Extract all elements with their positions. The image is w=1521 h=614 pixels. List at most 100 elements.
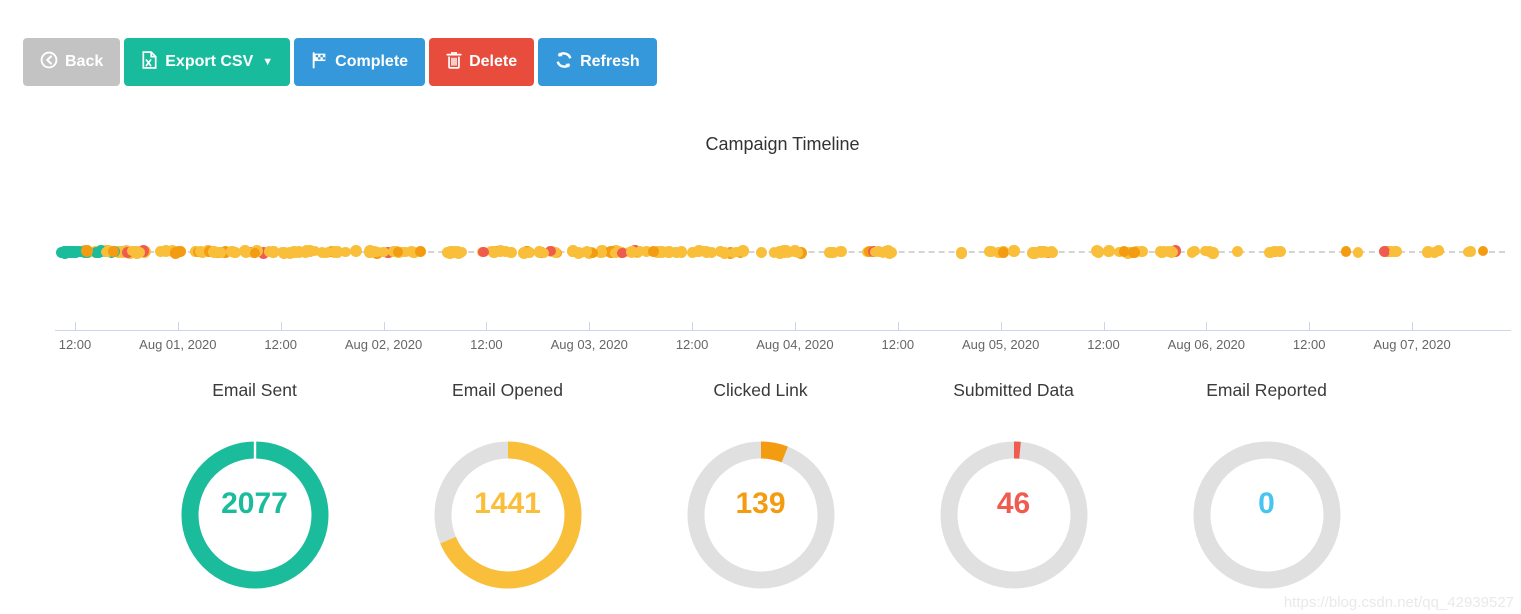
timeline-event-dot[interactable] (169, 246, 182, 259)
timeline-event-dot[interactable] (304, 245, 316, 257)
timeline-event-dot[interactable] (377, 246, 389, 258)
timeline-event-dot[interactable] (478, 246, 489, 258)
timeline-event-dot[interactable] (626, 246, 638, 258)
timeline-event-dot[interactable] (1008, 245, 1020, 257)
timeline-event-dot[interactable] (208, 246, 221, 258)
timeline-event-dot[interactable] (997, 246, 1010, 259)
timeline-event-dot[interactable] (1162, 246, 1174, 257)
timeline-event-dot[interactable] (566, 245, 579, 257)
timeline-event-dot[interactable] (1136, 245, 1148, 258)
timeline-event-dot[interactable] (1028, 247, 1041, 259)
timeline-event-dot[interactable] (985, 245, 997, 258)
timeline-event-dot[interactable] (635, 246, 646, 257)
timeline-event-dot[interactable] (239, 245, 251, 257)
timeline-event-dot[interactable] (573, 247, 585, 259)
timeline-event-dot[interactable] (1340, 246, 1351, 257)
timeline-event-dot[interactable] (368, 246, 380, 258)
timeline-event-dot[interactable] (505, 246, 517, 258)
timeline-event-dot[interactable] (263, 246, 275, 258)
timeline-event-dot[interactable] (100, 246, 112, 258)
timeline-event-dot[interactable] (695, 245, 706, 257)
timeline-event-dot[interactable] (323, 247, 334, 258)
timeline-event-dot[interactable] (825, 247, 837, 259)
timeline-event-dot[interactable] (1092, 246, 1103, 257)
timeline-event-dot[interactable] (1038, 246, 1050, 257)
donut-chart[interactable]: 46 (934, 435, 1094, 595)
donut-chart[interactable]: 2077 (175, 435, 335, 595)
delete-button[interactable]: Delete (429, 38, 535, 86)
timeline-event-dot[interactable] (215, 247, 226, 259)
timeline-event-dot[interactable] (617, 247, 628, 259)
timeline-event-dot[interactable] (872, 245, 885, 257)
export-csv-button[interactable]: Export CSV ▼ (124, 38, 291, 86)
timeline-event-dot[interactable] (737, 245, 749, 257)
timeline-event-dot[interactable] (494, 245, 506, 257)
timeline-event-dot[interactable] (67, 245, 80, 257)
timeline-event-dot[interactable] (786, 247, 797, 258)
timeline-event-dot[interactable] (107, 246, 119, 258)
timeline-event-dot[interactable] (647, 246, 659, 258)
timeline-event-dot[interactable] (56, 246, 68, 258)
timeline-event-dot[interactable] (443, 246, 456, 259)
timeline-event-dot[interactable] (1274, 245, 1286, 257)
timeline-event-dot[interactable] (781, 246, 792, 257)
timeline-event-dot[interactable] (1352, 247, 1364, 258)
timeline-event-dot[interactable] (523, 246, 535, 258)
timeline-event-dot[interactable] (1203, 246, 1215, 258)
donut-chart[interactable]: 1441 (428, 435, 588, 595)
timeline-event-dot[interactable] (1128, 247, 1140, 259)
timeline-event-dot[interactable] (74, 245, 86, 257)
timeline-event-dot[interactable] (277, 246, 288, 258)
timeline-event-dot[interactable] (883, 247, 896, 259)
timeline-event-dot[interactable] (706, 246, 717, 258)
timeline-event-dot[interactable] (250, 247, 261, 258)
refresh-button[interactable]: Refresh (538, 38, 657, 86)
timeline-event-dot[interactable] (195, 246, 206, 257)
timeline-event-dot[interactable] (1378, 245, 1391, 258)
timeline-event-dot[interactable] (756, 246, 768, 258)
timeline-event-dot[interactable] (340, 246, 351, 258)
donut-chart[interactable]: 0 (1187, 435, 1347, 595)
timeline-event-dot[interactable] (1231, 245, 1243, 258)
timeline-event-dot[interactable] (127, 245, 139, 257)
timeline-event-dot[interactable] (550, 247, 561, 258)
timeline-event-dot[interactable] (134, 247, 146, 259)
complete-button[interactable]: Complete (294, 38, 426, 86)
timeline-event-dot[interactable] (1421, 246, 1434, 259)
timeline-event-dot[interactable] (1478, 246, 1489, 257)
timeline-event-dot[interactable] (406, 245, 418, 257)
timeline-event-dot[interactable] (1047, 246, 1058, 258)
timeline-event-dot[interactable] (718, 247, 731, 259)
donut-chart[interactable]: 139 (681, 435, 841, 595)
timeline-event-dot[interactable] (539, 247, 550, 258)
timeline-event-dot[interactable] (332, 246, 343, 257)
timeline-event-dot[interactable] (488, 246, 500, 258)
timeline-event-dot[interactable] (293, 245, 306, 258)
timeline-event-dot[interactable] (160, 245, 172, 258)
timeline-event-dot[interactable] (656, 245, 669, 258)
timeline-event-dot[interactable] (1465, 246, 1476, 257)
back-button[interactable]: Back (23, 38, 121, 86)
timeline-event-dot[interactable] (835, 245, 847, 258)
timeline-event-dot[interactable] (1389, 246, 1400, 258)
timeline-event-dot[interactable] (268, 247, 280, 258)
timeline-event-dot[interactable] (93, 246, 104, 258)
timeline-event-dot[interactable] (588, 247, 599, 258)
timeline-event-dot[interactable] (414, 245, 426, 257)
timeline-event-dot[interactable] (226, 245, 238, 258)
timeline-event-dot[interactable] (663, 246, 675, 258)
timeline-event-dot[interactable] (1155, 246, 1166, 257)
timeline-event-dot[interactable] (392, 246, 404, 258)
timeline-event-dot[interactable] (1433, 245, 1445, 257)
timeline-event-dot[interactable] (349, 245, 362, 258)
timeline-event-dot[interactable] (731, 246, 742, 258)
timeline-event-dot[interactable] (582, 246, 593, 257)
timeline-event-dot[interactable] (1102, 246, 1114, 258)
timeline-event-dot[interactable] (257, 246, 270, 259)
timeline-event-dot[interactable] (675, 246, 688, 259)
timeline-event-dot[interactable] (1264, 247, 1276, 259)
timeline-event-dot[interactable] (641, 245, 652, 257)
timeline-event-dot[interactable] (544, 245, 556, 257)
timeline-event-dot[interactable] (80, 245, 93, 258)
timeline-event-dot[interactable] (595, 246, 608, 259)
